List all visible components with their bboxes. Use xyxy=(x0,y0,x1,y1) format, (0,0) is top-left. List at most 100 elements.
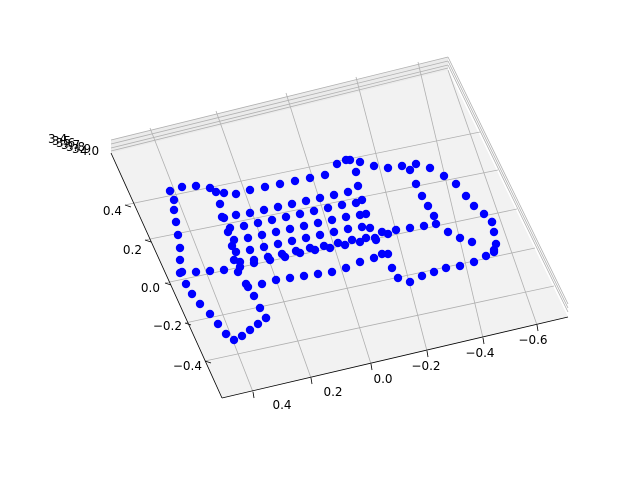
scatter-point xyxy=(455,233,465,243)
scatter-point xyxy=(315,193,325,203)
gridline xyxy=(355,76,428,352)
scatter-point xyxy=(221,329,231,339)
gridline xyxy=(447,64,569,313)
scatter-point xyxy=(369,253,379,263)
scatter-point xyxy=(271,275,281,285)
scatter-point xyxy=(353,181,363,191)
scatter-point xyxy=(387,263,397,273)
scatter-point xyxy=(263,252,273,262)
scatter-point xyxy=(181,279,191,289)
tick-group: 0.4 0.2 0.0 −0.2 −0.4 −0.6 −0.4 −0.2 0.0… xyxy=(48,132,548,412)
scatter-point xyxy=(343,224,353,234)
x-tick-label: 0.2 xyxy=(323,385,342,399)
gridline xyxy=(149,127,254,393)
scatter-point xyxy=(347,235,357,245)
scatter-point xyxy=(175,255,185,265)
scatter-point xyxy=(313,269,323,279)
scatter-point xyxy=(487,217,497,227)
y-tick-label: 0.4 xyxy=(103,204,122,218)
scatter-point xyxy=(177,182,187,192)
y-tick-label: 0.0 xyxy=(141,281,160,295)
x-tick-label: −0.2 xyxy=(411,359,440,373)
scatter-point xyxy=(231,189,241,199)
z-tick-label: 3.5 xyxy=(52,134,71,148)
scatter-point xyxy=(219,188,229,198)
scatter-point xyxy=(281,212,291,222)
scatter-point xyxy=(267,215,277,225)
scatter-point xyxy=(291,246,301,256)
x-tick-label: 0.0 xyxy=(373,372,392,386)
gridline xyxy=(110,67,449,152)
scatter-point xyxy=(219,213,229,223)
scatter-point xyxy=(277,249,287,259)
scatter-point xyxy=(261,313,271,323)
z-tick-label: 3.9 xyxy=(72,142,91,156)
gridline xyxy=(447,69,538,326)
x-tick xyxy=(536,324,539,332)
scatter-point xyxy=(301,196,311,206)
scatter-point xyxy=(237,331,247,341)
scatter-point xyxy=(169,195,179,205)
scatter-point xyxy=(223,227,233,237)
scatter-point xyxy=(177,267,187,277)
z-tick-label: 4.0 xyxy=(80,144,99,158)
y-tick xyxy=(204,360,212,364)
scatter-point xyxy=(441,263,451,273)
scatter-point xyxy=(417,191,427,201)
scatter-point xyxy=(229,335,239,345)
scatter-point xyxy=(333,238,343,248)
scatter-point xyxy=(429,267,439,277)
scatter-point xyxy=(319,241,329,251)
x-tick-label: 0.4 xyxy=(272,398,291,412)
scatter-point xyxy=(299,271,309,281)
y-tick xyxy=(124,204,132,208)
scatter-point xyxy=(361,209,371,219)
x-tick-label: −0.4 xyxy=(465,346,494,360)
scatter-point xyxy=(313,218,323,228)
scatter-point xyxy=(383,163,393,173)
gridline xyxy=(110,64,449,149)
scatter-point xyxy=(323,203,333,213)
scatter-point xyxy=(165,186,175,196)
scatter-point xyxy=(423,201,433,211)
scatter-point xyxy=(257,230,267,240)
scatter-point xyxy=(489,247,499,257)
scatter-point xyxy=(287,199,297,209)
gridline xyxy=(417,61,484,339)
scatter-point xyxy=(271,227,281,237)
scatter-point xyxy=(405,277,415,287)
scatter-point xyxy=(341,263,351,273)
scatter-point xyxy=(233,267,243,277)
gridline xyxy=(110,56,449,141)
y-tick-label: −0.4 xyxy=(173,359,202,373)
scatter-point xyxy=(205,266,215,276)
y-tick xyxy=(184,322,192,326)
scatter-point xyxy=(425,163,435,173)
scatter-point xyxy=(327,267,337,277)
scatter-point xyxy=(187,289,197,299)
scatter-point xyxy=(231,210,241,220)
scatter-point xyxy=(245,208,255,218)
scatter-point xyxy=(290,176,300,186)
scatter-point xyxy=(243,233,253,243)
scatter-point xyxy=(249,291,259,301)
scatter-point xyxy=(355,257,365,267)
scatter-point xyxy=(343,187,353,197)
scatter-point xyxy=(355,157,365,167)
gridline xyxy=(285,92,372,365)
z-tick-label: 3.7 xyxy=(61,138,80,152)
y-axis-line xyxy=(110,152,223,399)
gridline xyxy=(447,56,569,305)
scatter-point xyxy=(169,205,179,215)
scatter-point xyxy=(287,236,297,246)
scatter-point xyxy=(491,239,501,249)
gridline xyxy=(124,131,481,206)
scatter-point xyxy=(195,299,205,309)
scatter-point xyxy=(173,230,183,240)
scatter-point xyxy=(341,212,351,222)
scatter-point xyxy=(479,209,489,219)
x-tick-label: −0.6 xyxy=(518,333,547,347)
gridline xyxy=(447,60,569,309)
scatter-point xyxy=(340,240,350,250)
